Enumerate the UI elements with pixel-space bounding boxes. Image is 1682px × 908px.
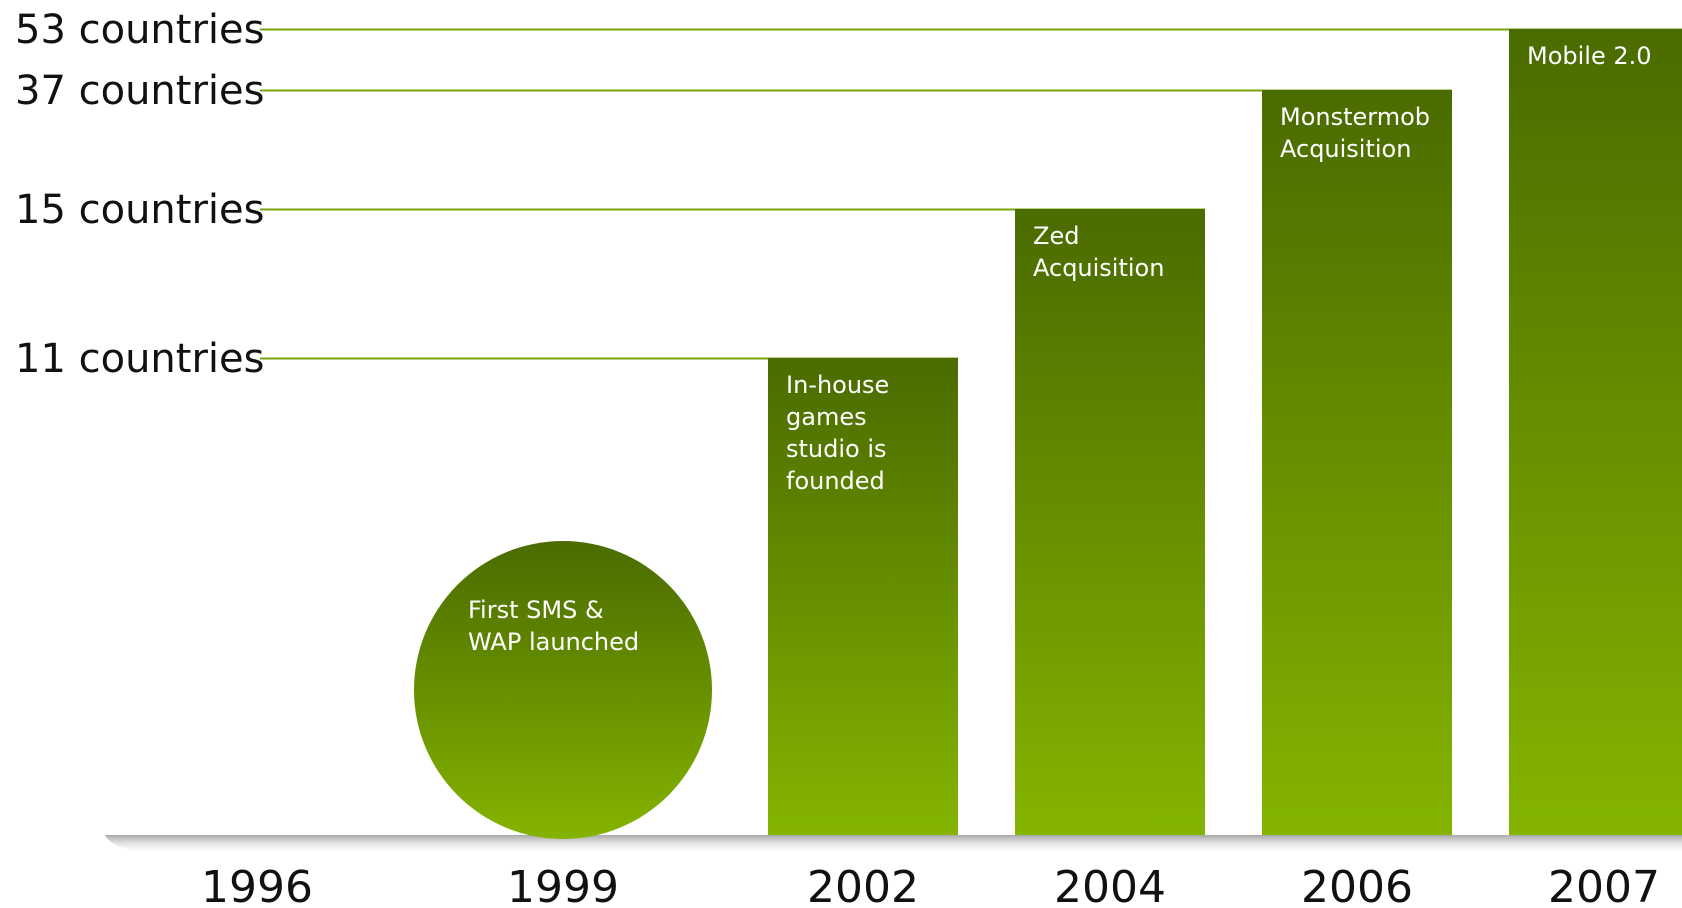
annotation-line: WAP launched [468, 628, 639, 656]
annotation-line: In-house [786, 371, 889, 399]
bars [414, 29, 1682, 839]
year-label-2007: 2007 [1548, 862, 1660, 908]
annotation-1999: First SMS & WAP launched [468, 596, 639, 656]
annotation-line: games [786, 403, 867, 431]
annotation-line: Acquisition [1033, 254, 1164, 282]
bar-annotations: First SMS & WAP launched In-house games stud… [468, 42, 1652, 656]
year-label-1999: 1999 [507, 862, 619, 908]
bar-2007 [1509, 29, 1682, 835]
annotation-2006: Monstermob Acquisition [1280, 103, 1430, 163]
floor-shadow [105, 835, 1682, 855]
annotation-2007: Mobile 2.0 [1527, 42, 1652, 70]
level-label-2006: 37 countries [15, 68, 264, 114]
level-label-2007: 53 countries [15, 7, 264, 53]
year-label-2006: 2006 [1301, 862, 1413, 908]
annotation-2002: In-house games studio is founded [786, 371, 889, 495]
annotation-line: Zed [1033, 222, 1079, 250]
level-rules [260, 28, 1682, 360]
annotation-line: Monstermob [1280, 103, 1430, 131]
level-labels: 11 countries 15 countries 37 countries 53 c… [15, 7, 264, 382]
bar-2006 [1262, 90, 1452, 835]
annotation-line: Mobile 2.0 [1527, 42, 1652, 70]
annotation-line: founded [786, 467, 885, 495]
circle-marker-1999 [414, 541, 712, 839]
bar-2002 [768, 358, 958, 835]
annotation-line: First SMS & [468, 596, 604, 624]
year-label-1996: 1996 [201, 862, 313, 908]
year-label-2004: 2004 [1054, 862, 1166, 908]
level-label-2004: 15 countries [15, 187, 264, 233]
annotation-line: Acquisition [1280, 135, 1411, 163]
year-label-2002: 2002 [807, 862, 919, 908]
annotation-line: studio is [786, 435, 887, 463]
bar-2004 [1015, 209, 1205, 835]
annotation-2004: Zed Acquisition [1033, 222, 1164, 282]
year-labels: 1996 1999 2002 2004 2006 2007 [201, 862, 1660, 908]
level-label-2002: 11 countries [15, 336, 264, 382]
